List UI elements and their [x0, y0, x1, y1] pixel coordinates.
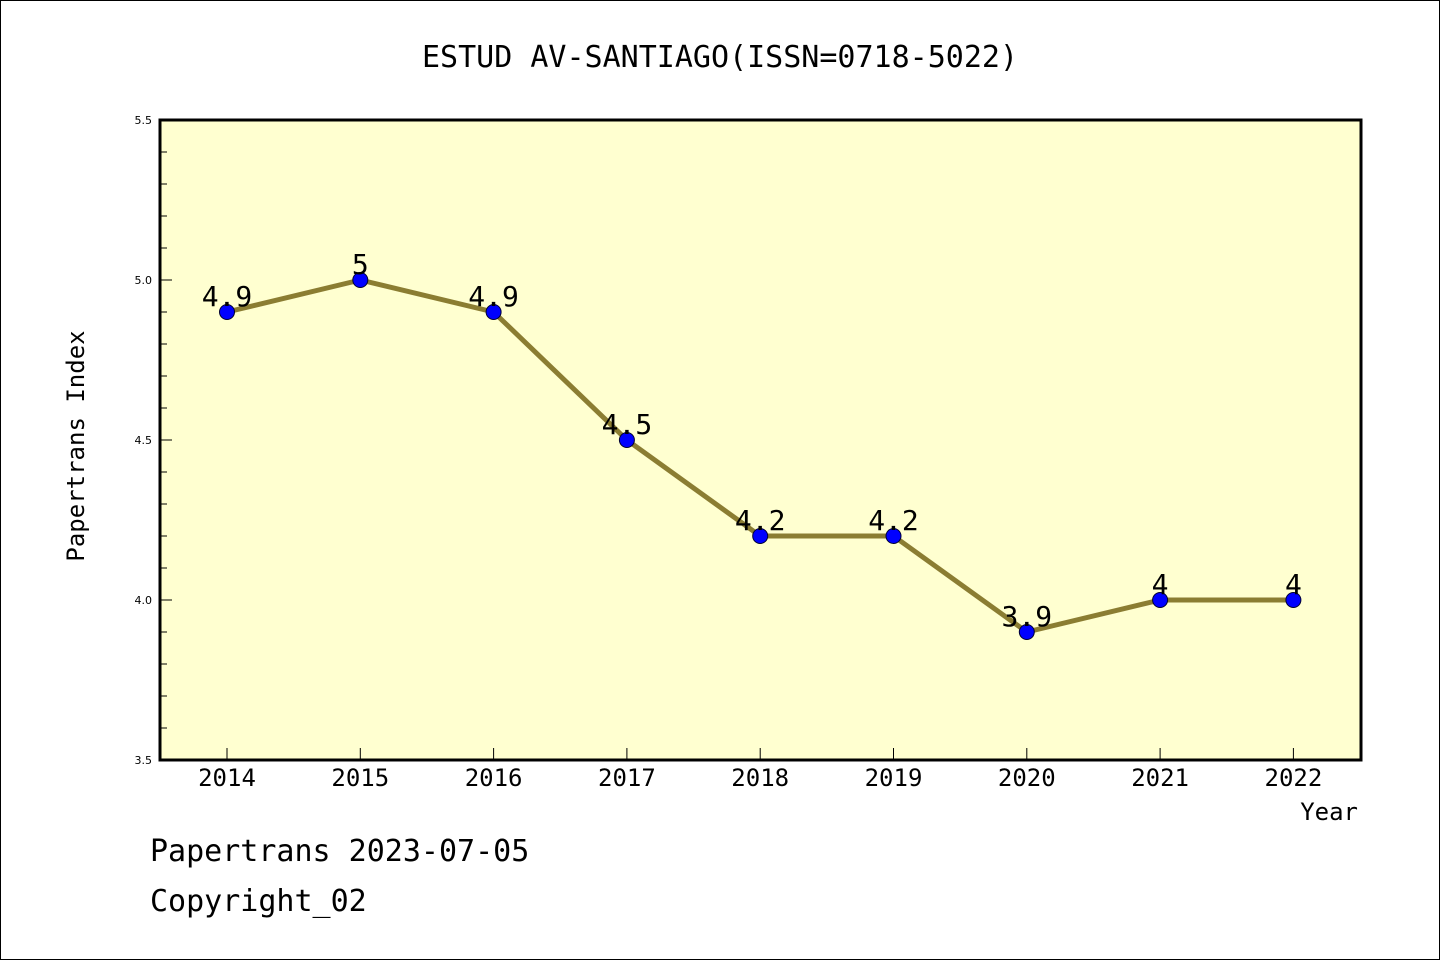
y-axis-label: Papertrans Index [62, 330, 90, 561]
data-label: 4 [1152, 568, 1169, 601]
x-tick-label: 2015 [331, 764, 389, 792]
data-label: 4.9 [202, 280, 253, 313]
plot-area [160, 120, 1361, 760]
data-label: 4.2 [868, 504, 919, 537]
footer-date: Papertrans 2023-07-05 [150, 834, 530, 869]
y-tick-label: 3.5 [135, 754, 153, 767]
x-tick-label: 2021 [1131, 764, 1189, 792]
data-point [885, 528, 902, 544]
data-point [485, 304, 502, 320]
x-axis-label: Year [1300, 798, 1358, 826]
data-point [219, 304, 235, 320]
x-tick-label: 2016 [465, 764, 523, 792]
footer-copyright: Copyright_02 [150, 884, 367, 919]
data-label: 3.9 [1002, 600, 1053, 633]
x-tick-label: 2017 [598, 764, 656, 792]
data-label: 4.5 [602, 408, 653, 441]
y-tick-label: 4.0 [135, 594, 153, 607]
data-point [1285, 592, 1302, 608]
data-label: 5 [352, 248, 369, 281]
x-tick-label: 2014 [198, 764, 256, 792]
x-tick-label: 2019 [865, 764, 923, 792]
data-point [618, 432, 635, 448]
x-tick-label: 2018 [731, 764, 789, 792]
data-label: 4.9 [468, 280, 519, 313]
series-group: 4.9 5 4.9 4.5 4.2 4.2 3.9 4 4 [202, 248, 1302, 640]
x-axis-ticks: 2014 2015 2016 2017 2018 2019 2020 2021 2022 [198, 748, 1322, 792]
chart-title: ESTUD AV-SANTIAGO(ISSN=0718-5022) [422, 40, 1018, 75]
data-label: 4 [1285, 568, 1302, 601]
y-tick-label: 5.0 [135, 274, 153, 287]
data-label: 4.2 [735, 504, 786, 537]
plot-border [158, 118, 1363, 762]
y-tick-label: 4.5 [135, 434, 153, 447]
data-point [752, 528, 769, 544]
y-tick-label: 5.5 [135, 114, 153, 127]
x-tick-label: 2022 [1265, 764, 1323, 792]
data-point [352, 272, 369, 288]
x-tick-label: 2020 [998, 764, 1056, 792]
data-point [1018, 624, 1035, 640]
data-point [1152, 592, 1169, 608]
